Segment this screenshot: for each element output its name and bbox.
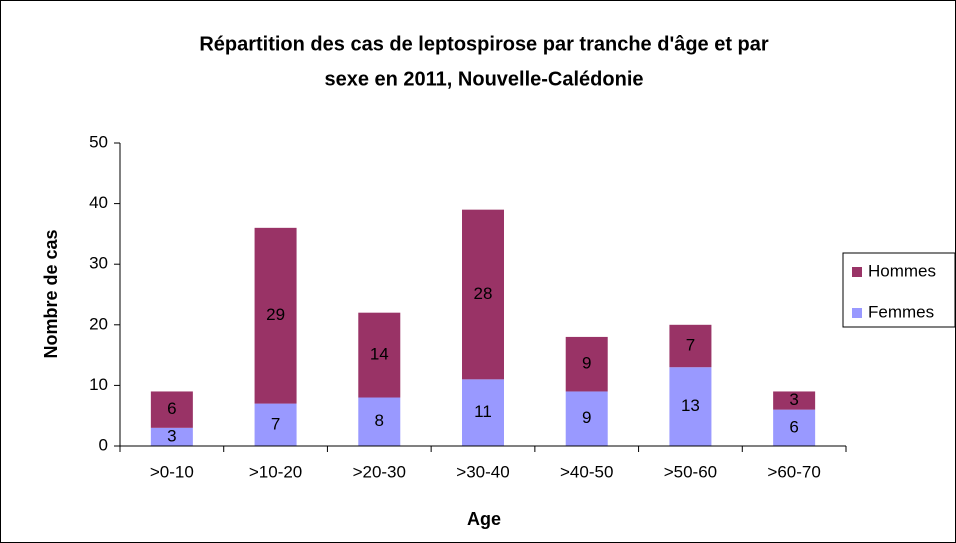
bar-segment bbox=[358, 312, 401, 398]
legend-label: Femmes bbox=[868, 302, 934, 321]
y-tick-label: 10 bbox=[89, 375, 108, 394]
data-label: 13 bbox=[681, 396, 700, 415]
bar-segment bbox=[773, 409, 816, 446]
x-tick-label: >50-60 bbox=[664, 462, 717, 481]
bar-segment bbox=[669, 367, 712, 446]
data-label: 7 bbox=[271, 414, 280, 433]
x-tick-label: >10-20 bbox=[249, 462, 302, 481]
y-tick-label: 20 bbox=[89, 314, 108, 333]
data-label: 8 bbox=[375, 411, 384, 430]
x-tick-label: >30-40 bbox=[456, 462, 509, 481]
data-label: 6 bbox=[167, 399, 176, 418]
data-label: 3 bbox=[167, 426, 176, 445]
data-label: 28 bbox=[474, 284, 493, 303]
data-label: 9 bbox=[582, 354, 591, 373]
y-tick-label: 0 bbox=[99, 435, 108, 454]
bar-segment bbox=[462, 379, 504, 446]
legend-swatch bbox=[852, 267, 862, 277]
y-tick-label: 30 bbox=[89, 254, 108, 273]
x-axis-label: Age bbox=[467, 509, 501, 529]
x-tick-label: >20-30 bbox=[353, 462, 406, 481]
data-label: 11 bbox=[474, 402, 492, 421]
bar-segment bbox=[358, 397, 401, 446]
chart-title: sexe en 2011, Nouvelle-Calédonie bbox=[324, 68, 643, 90]
y-tick-label: 50 bbox=[89, 132, 108, 151]
data-label: 3 bbox=[789, 390, 798, 409]
data-label: 7 bbox=[686, 335, 695, 354]
data-label: 6 bbox=[789, 417, 798, 436]
bar-segment bbox=[669, 324, 712, 368]
data-label: 9 bbox=[582, 408, 591, 427]
legend-swatch bbox=[852, 308, 862, 318]
y-axis-label: Nombre de cas bbox=[41, 229, 61, 358]
bar-segment bbox=[773, 391, 816, 410]
x-tick-label: >0-10 bbox=[150, 462, 194, 481]
x-tick-label: >60-70 bbox=[767, 462, 820, 481]
legend-label: Hommes bbox=[868, 261, 936, 280]
chart-title: Répartition des cas de leptospirose par … bbox=[199, 33, 769, 55]
bar-segment bbox=[565, 336, 608, 392]
bar-segment bbox=[254, 227, 297, 404]
data-label: 14 bbox=[370, 345, 389, 364]
bar-segment bbox=[565, 391, 608, 446]
y-tick-label: 40 bbox=[89, 193, 108, 212]
bar-segment bbox=[150, 391, 193, 428]
x-tick-label: >40-50 bbox=[560, 462, 613, 481]
bar-segment bbox=[254, 403, 297, 446]
bar-segment bbox=[150, 427, 193, 446]
bar-segment bbox=[462, 209, 504, 380]
data-label: 29 bbox=[266, 305, 285, 324]
